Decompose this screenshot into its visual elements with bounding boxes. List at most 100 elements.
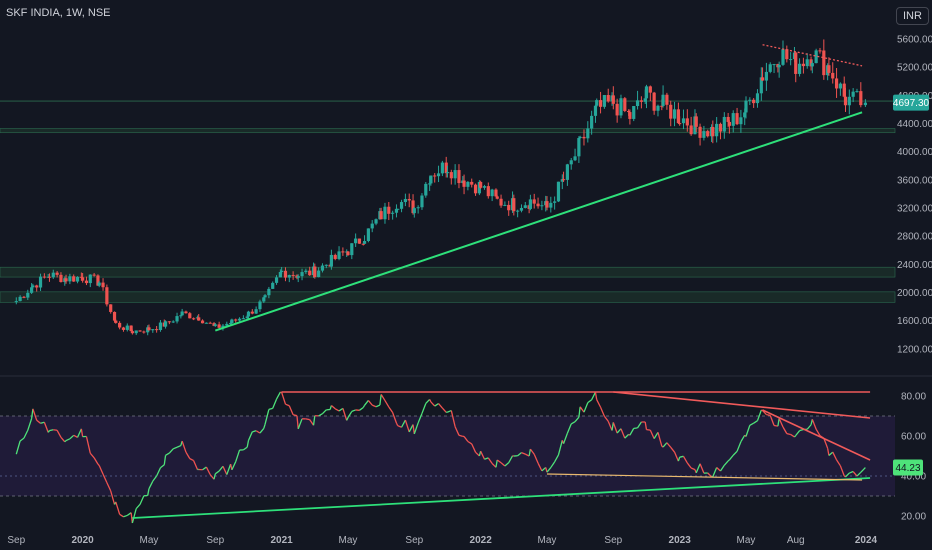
rsi-line-segment xyxy=(213,473,216,480)
rsi-line-segment xyxy=(19,437,25,442)
candle-body xyxy=(129,325,133,332)
candle-body xyxy=(420,195,424,208)
candle-body xyxy=(197,317,201,321)
candle-body xyxy=(507,204,511,211)
rsi-line-segment xyxy=(611,422,614,431)
rsi-line-segment xyxy=(56,429,62,438)
time-tick-label: 2023 xyxy=(669,535,692,546)
candle-body xyxy=(586,128,590,139)
currency-button[interactable]: INR xyxy=(896,7,929,25)
time-tick-label: May xyxy=(339,535,358,546)
candle-body xyxy=(333,254,337,259)
candle-body xyxy=(611,95,615,104)
time-tick-label: 2021 xyxy=(271,535,294,546)
candle-body xyxy=(545,201,549,208)
last-rsi-label: 44.23 xyxy=(895,463,920,474)
rsi-trendline-green xyxy=(132,477,871,519)
candle-body xyxy=(453,170,457,179)
candle-body xyxy=(678,123,682,125)
candle-body xyxy=(760,77,765,81)
rsi-line-segment xyxy=(533,453,539,464)
rsi-line-segment xyxy=(495,459,498,468)
rsi-line-segment xyxy=(732,450,738,456)
candle-body xyxy=(267,288,271,296)
rsi-tick-label: 20.00 xyxy=(901,512,926,523)
rsi-line-segment xyxy=(69,434,75,440)
candle-body xyxy=(22,296,26,298)
rsi-line-segment xyxy=(447,409,452,413)
candle-body xyxy=(354,238,358,244)
rsi-line-segment xyxy=(65,438,71,442)
candle-body xyxy=(743,112,747,118)
candle-body xyxy=(759,77,763,94)
rsi-line-segment xyxy=(594,392,598,400)
candle-body xyxy=(768,64,772,72)
rsi-line-segment xyxy=(793,435,797,438)
rsi-line-segment xyxy=(64,440,67,443)
price-tick-label: 4000.00 xyxy=(897,147,932,158)
rsi-line-segment xyxy=(189,458,194,462)
candle-body xyxy=(789,59,793,61)
candle-body xyxy=(416,207,420,209)
candle-body xyxy=(715,123,719,137)
rsi-line-segment xyxy=(380,394,386,401)
candle-body xyxy=(593,105,598,116)
rsi-line-segment xyxy=(89,452,95,459)
rsi-line-segment xyxy=(707,472,713,478)
rsi-line-segment xyxy=(247,431,253,441)
rsi-line-segment xyxy=(388,406,394,413)
time-tick-label: Sep xyxy=(405,535,423,546)
candle-body xyxy=(627,110,631,113)
candle-body xyxy=(147,327,151,331)
candle-body xyxy=(602,95,606,107)
candle-body xyxy=(163,321,168,327)
candle-body xyxy=(217,324,221,328)
rsi-line-segment xyxy=(662,442,668,448)
rsi-line-segment xyxy=(849,470,854,474)
candle-body xyxy=(479,181,483,188)
price-tick-label: 5600.00 xyxy=(897,35,932,46)
rsi-trendline-red xyxy=(762,409,871,461)
price-tick-label: 2000.00 xyxy=(897,288,932,299)
rsi-line-segment xyxy=(778,418,784,428)
candle-body xyxy=(350,243,354,256)
time-tick-label: 2020 xyxy=(72,535,95,546)
rsi-line-segment xyxy=(288,405,294,415)
candle-body xyxy=(718,123,723,132)
rsi-line-segment xyxy=(500,462,506,467)
candle-body xyxy=(689,125,693,135)
candle-body xyxy=(838,83,842,89)
rsi-line-segment xyxy=(471,443,477,453)
candle-body xyxy=(685,118,689,126)
candle-body xyxy=(237,318,242,321)
candle-body xyxy=(643,98,647,102)
candle-body xyxy=(561,179,566,181)
rsi-line-segment xyxy=(285,403,290,407)
rsi-line-segment xyxy=(412,424,415,434)
rsi-line-segment xyxy=(686,462,692,469)
price-trendlines xyxy=(214,44,863,332)
candle-body xyxy=(262,297,266,302)
candle-body xyxy=(777,64,781,68)
candle-body xyxy=(263,295,267,298)
rsi-line-segment xyxy=(434,403,439,407)
candle-body xyxy=(125,325,129,330)
rsi-line-segment xyxy=(110,490,116,505)
rsi-line-segment xyxy=(168,448,174,454)
rsi-line-segment xyxy=(695,463,701,474)
time-axis[interactable]: Sep 2020 May Sep 2021 May Sep 2022 May Sep 2023 May… xyxy=(7,535,877,546)
rsi-line-segment xyxy=(309,419,315,426)
rsi-line-segment xyxy=(745,425,751,437)
rsi-axis[interactable]: 80.00 60.00 40.00 20.00 xyxy=(901,392,926,523)
candle-body xyxy=(300,272,304,277)
candle-body xyxy=(436,173,441,177)
candle-body xyxy=(499,198,503,206)
rsi-line-segment xyxy=(193,460,199,470)
candle-body xyxy=(171,321,175,323)
rsi-line-segment xyxy=(624,433,630,439)
candle-body xyxy=(399,202,404,209)
time-tick-label: Sep xyxy=(7,535,25,546)
candle-body xyxy=(308,270,312,276)
rsi-line-segment xyxy=(677,456,681,462)
